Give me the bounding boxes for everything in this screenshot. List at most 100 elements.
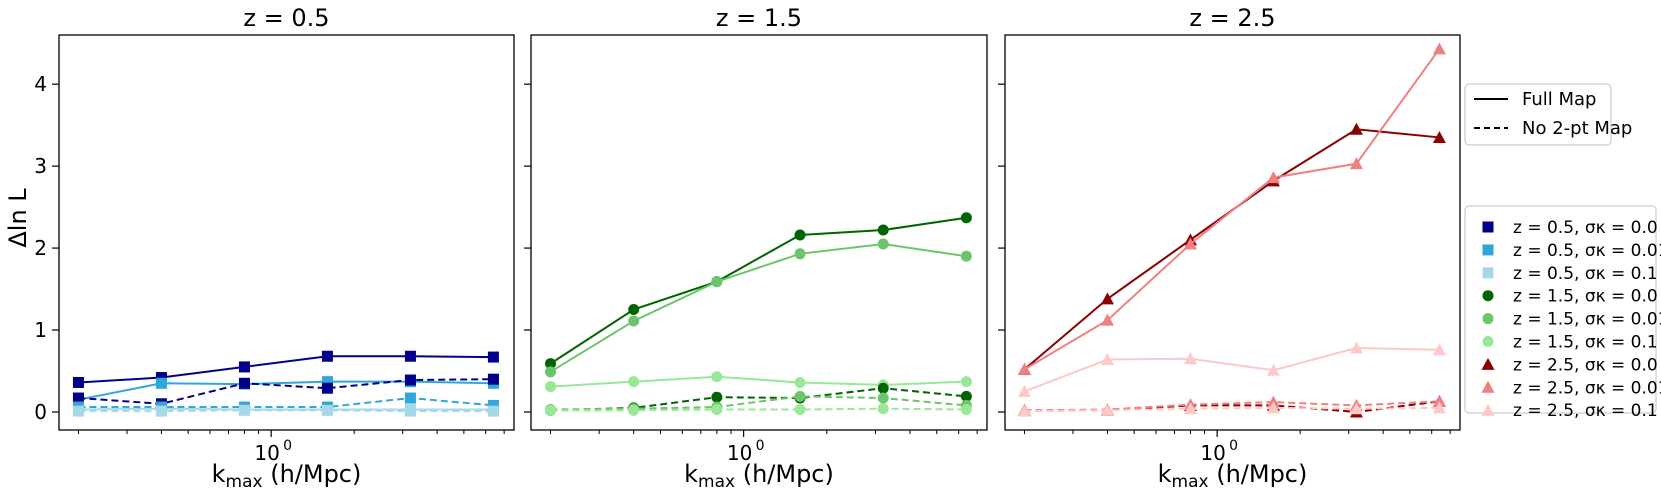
data-point <box>1349 122 1363 135</box>
data-point <box>960 390 972 402</box>
x-tick-exponent: 0 <box>756 438 765 454</box>
series-line <box>1024 400 1440 413</box>
data-point <box>545 404 557 416</box>
data-point <box>72 376 84 388</box>
data-point <box>711 371 723 383</box>
legend-marker <box>1481 357 1495 370</box>
data-point <box>1266 401 1280 414</box>
series-2 <box>545 238 972 378</box>
legend-series-label: z = 1.5, σκ = 0.01 <box>1513 310 1661 330</box>
legend-marker <box>1481 380 1495 393</box>
series-6 <box>545 403 972 416</box>
legend-marker <box>1482 290 1494 302</box>
data-point <box>1266 363 1280 376</box>
data-point <box>1183 237 1197 250</box>
data-point <box>487 351 499 363</box>
panel-title: z = 0.5 <box>243 4 329 32</box>
data-point <box>711 276 723 288</box>
legend-no2pt-map-label: No 2-pt Map <box>1522 118 1632 139</box>
data-point <box>321 376 333 388</box>
data-point <box>72 405 84 417</box>
y-tick-label: 1 <box>34 318 47 342</box>
legend-marker <box>1482 336 1494 347</box>
data-point <box>1349 157 1363 170</box>
data-point <box>1349 341 1363 354</box>
data-point <box>238 377 250 389</box>
y-tick-label: 2 <box>34 236 47 260</box>
legend-marker <box>1482 244 1494 256</box>
legend-series-label: z = 2.5, σκ = 0.0 <box>1513 355 1658 375</box>
y-tick-label: 4 <box>34 72 47 96</box>
series-legend: z = 0.5, σκ = 0.0 z = 0.5, σκ = 0.01 z = 0… <box>1464 205 1661 421</box>
data-point <box>1432 394 1446 407</box>
legend-marker <box>1482 313 1494 325</box>
data-point <box>628 304 640 316</box>
legend-series-label: z = 0.5, σκ = 0.0 <box>1513 218 1658 238</box>
data-point <box>711 404 723 416</box>
x-axis-label: kmax (h/Mpc) <box>1158 460 1308 492</box>
data-point <box>794 376 806 388</box>
series-6 <box>72 404 499 417</box>
data-point <box>628 315 640 327</box>
series-line <box>78 397 494 409</box>
legend-series-label: z = 2.5, σκ = 0.1 <box>1513 401 1658 421</box>
data-point <box>877 403 889 415</box>
plot-frame <box>58 34 515 431</box>
data-point <box>794 248 806 260</box>
series-1 <box>545 212 972 370</box>
data-point <box>404 350 416 362</box>
series-line <box>78 407 494 411</box>
data-point <box>877 392 889 404</box>
data-point <box>238 361 250 373</box>
y-tick-label: 3 <box>34 154 47 178</box>
data-point <box>711 391 723 403</box>
data-point <box>404 374 416 386</box>
legend-series-label: z = 1.5, σκ = 0.0 <box>1513 287 1658 307</box>
data-point <box>960 212 972 224</box>
x-axis-label: kmax (h/Mpc) <box>684 460 834 492</box>
data-point <box>1266 171 1280 184</box>
data-point <box>1432 130 1446 143</box>
data-point <box>794 229 806 241</box>
plot-frame <box>530 34 988 431</box>
series-1 <box>72 350 499 388</box>
data-point <box>321 382 333 394</box>
data-point <box>1432 42 1446 55</box>
data-point <box>628 376 640 388</box>
legend-marker <box>1482 267 1494 279</box>
data-point <box>72 392 84 404</box>
data-point <box>960 404 972 416</box>
data-point <box>155 372 167 384</box>
data-point <box>1349 402 1363 415</box>
legend-marker <box>1482 221 1494 233</box>
series-line <box>549 242 967 373</box>
data-point <box>487 405 499 417</box>
series-6 <box>1017 401 1446 417</box>
x-tick-label: 10 <box>254 441 279 465</box>
data-point <box>1432 401 1446 414</box>
data-point <box>1183 402 1197 415</box>
series-3 <box>545 371 972 393</box>
series-line <box>78 409 494 413</box>
panel-2: z = 1.5 10 0 kmax (h/Mpc) <box>524 4 988 492</box>
series-line <box>78 378 494 405</box>
data-point <box>487 373 499 385</box>
series-line <box>78 380 494 401</box>
x-tick-label: 10 <box>727 441 752 465</box>
line-style-legend: Full Map No 2-pt Map <box>1464 83 1632 146</box>
series-1 <box>1017 122 1446 375</box>
data-point <box>1100 292 1114 305</box>
data-point <box>960 376 972 388</box>
data-point <box>155 405 167 417</box>
data-point <box>545 381 557 393</box>
legend-marker <box>1481 403 1495 416</box>
plot-frame <box>1004 34 1461 431</box>
x-tick-exponent: 0 <box>283 438 292 454</box>
series-3 <box>72 403 499 416</box>
legend-series-label: z = 0.5, σκ = 0.1 <box>1513 264 1658 284</box>
series-5 <box>1017 394 1446 416</box>
data-point <box>794 390 806 402</box>
y-tick-label: 0 <box>34 400 47 424</box>
series-line <box>1024 406 1440 413</box>
